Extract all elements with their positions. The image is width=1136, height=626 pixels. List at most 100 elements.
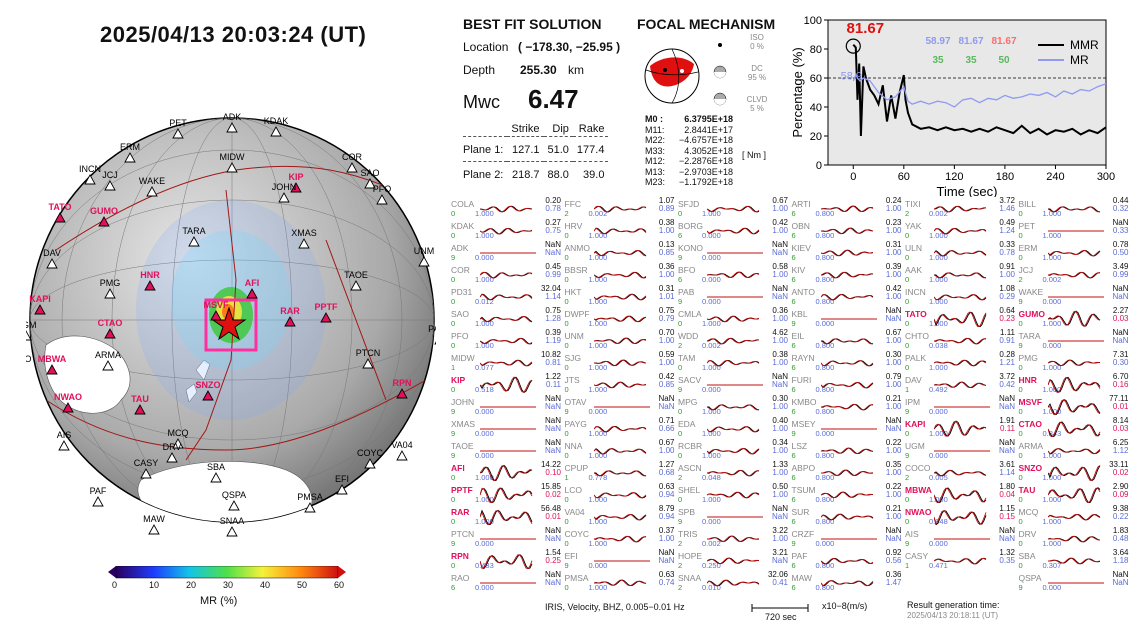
- station-marker-icon[interactable]: [58, 440, 70, 451]
- station-marker-icon[interactable]: [226, 162, 238, 173]
- waveform-cell[interactable]: HRV 0.38 1.00 0 1.000: [564, 218, 677, 240]
- station-marker-icon[interactable]: [346, 162, 358, 173]
- waveform-cell[interactable]: ANTO 0.42 1.00 6 0.800: [791, 284, 904, 306]
- station-marker-icon[interactable]: [144, 280, 156, 291]
- station-marker-icon[interactable]: [320, 312, 332, 323]
- waveform-cell[interactable]: TRIS 3.22 1.00 2 0.002: [677, 526, 790, 548]
- waveform-cell[interactable]: TAOE NaN NaN 9 0.000: [450, 438, 563, 460]
- waveform-cell[interactable]: KIV 0.39 1.00 6 0.800: [791, 262, 904, 284]
- waveform-cell[interactable]: YAK 0.49 1.24 0 1.000: [904, 218, 1017, 240]
- waveform-cell[interactable]: TATO 0.64 0.23 0 1.000: [904, 306, 1017, 328]
- waveform-cell[interactable]: PALK 0.28 1.21 0 1.000: [904, 350, 1017, 372]
- waveform-cell[interactable]: BORG 0.42 1.00 6 0.000: [677, 218, 790, 240]
- waveform-cell[interactable]: JCJ 3.49 0.99 2 0.002: [1018, 262, 1131, 284]
- station-marker-icon[interactable]: [364, 458, 376, 469]
- waveform-cell[interactable]: KONO NaN NaN 9 0.000: [677, 240, 790, 262]
- station-marker-icon[interactable]: [362, 358, 374, 369]
- waveform-cell[interactable]: SNAA 32.06 0.41 2 0.010: [677, 570, 790, 592]
- waveform-cell[interactable]: LCO 0.63 0.94 0 1.000: [564, 482, 677, 504]
- station-marker-icon[interactable]: [226, 526, 238, 537]
- waveform-cell[interactable]: KAPI 1.91 0.11 0 1.000: [904, 416, 1017, 438]
- station-marker-icon[interactable]: [202, 390, 214, 401]
- waveform-cell[interactable]: PD31 32.04 1.14 0 0.012: [450, 284, 563, 306]
- waveform-cell[interactable]: MCQ 9.38 0.22 0 1.000: [1018, 504, 1131, 526]
- waveform-cell[interactable]: DRV 1.83 0.48 0 1.000: [1018, 526, 1131, 548]
- waveform-cell[interactable]: MAW 0.36 1.47 6 0.800: [791, 570, 904, 592]
- waveform-cell[interactable]: TIXI 3.72 1.46 2 0.002: [904, 196, 1017, 218]
- waveform-cell[interactable]: BILL 0.44 0.32 0 1.000: [1018, 196, 1131, 218]
- waveform-cell[interactable]: COYC 0.37 1.00 0 1.000: [564, 526, 677, 548]
- station-marker-icon[interactable]: [376, 194, 388, 205]
- station-marker-icon[interactable]: [290, 182, 302, 193]
- waveform-cell[interactable]: BBSR 0.36 1.00 0 1.000: [564, 262, 677, 284]
- station-marker-icon[interactable]: [210, 310, 222, 321]
- station-marker-icon[interactable]: [104, 180, 116, 191]
- waveform-cell[interactable]: HOPE 3.21 NaN 2 0.250: [677, 548, 790, 570]
- waveform-cell[interactable]: KDAK 0.27 0.75 0 1.000: [450, 218, 563, 240]
- station-marker-icon[interactable]: [364, 178, 376, 189]
- waveform-cell[interactable]: SFJD 0.67 1.00 0 1.000: [677, 196, 790, 218]
- waveform-cell[interactable]: CMLA 0.36 1.00 0 1.000: [677, 306, 790, 328]
- waveform-cell[interactable]: EIL 0.67 1.00 6 0.800: [791, 328, 904, 350]
- station-marker-icon[interactable]: [278, 192, 290, 203]
- waveform-cell[interactable]: SACV NaN NaN 9 0.000: [677, 372, 790, 394]
- waveform-cell[interactable]: UGM NaN NaN 9 0.000: [904, 438, 1017, 460]
- station-marker-icon[interactable]: [104, 328, 116, 339]
- station-marker-icon[interactable]: [46, 258, 58, 269]
- station-marker-icon[interactable]: [396, 388, 408, 399]
- waveform-cell[interactable]: AFI 14.22 0.10 0 1.000: [450, 460, 563, 482]
- waveform-cell[interactable]: INCN 1.08 0.29 0 1.000: [904, 284, 1017, 306]
- station-marker-icon[interactable]: [246, 288, 258, 299]
- waveform-cell[interactable]: ADK NaN NaN 9 0.000: [450, 240, 563, 262]
- waveform-cell[interactable]: SJG 0.59 1.00 0 1.000: [564, 350, 677, 372]
- station-marker-icon[interactable]: [188, 236, 200, 247]
- station-marker-icon[interactable]: [102, 360, 114, 371]
- station-marker-icon[interactable]: [34, 304, 46, 315]
- waveform-cell[interactable]: NNA 0.67 1.00 0 1.000: [564, 438, 677, 460]
- waveform-cell[interactable]: BFO 0.58 1.00 6 0.000: [677, 262, 790, 284]
- station-marker-icon[interactable]: [210, 472, 222, 483]
- waveform-cell[interactable]: UNM 0.70 1.00 0 1.000: [564, 328, 677, 350]
- station-marker-icon[interactable]: [54, 212, 66, 223]
- waveform-cell[interactable]: CRZF NaN NaN 9 0.000: [791, 526, 904, 548]
- waveform-cell[interactable]: VA04 8.79 0.94 0 1.000: [564, 504, 677, 526]
- station-marker-icon[interactable]: [418, 256, 430, 267]
- waveform-cell[interactable]: CASY 1.32 0.35 1 0.471: [904, 548, 1017, 570]
- waveform-cell[interactable]: RCBR 0.34 1.00 0 1.000: [677, 438, 790, 460]
- station-marker-icon[interactable]: [304, 502, 316, 513]
- waveform-cell[interactable]: MIDW 10.82 0.81 1 0.077: [450, 350, 563, 372]
- station-marker-icon[interactable]: [228, 500, 240, 511]
- station-marker-icon[interactable]: [172, 438, 184, 449]
- waveform-cell[interactable]: SUR 0.21 1.00 6 0.800: [791, 504, 904, 526]
- station-marker-icon[interactable]: [92, 496, 104, 507]
- waveform-cell[interactable]: PAB NaN NaN 9 0.000: [677, 284, 790, 306]
- waveform-cell[interactable]: COLA 0.20 0.78 0 1.000: [450, 196, 563, 218]
- waveform-cell[interactable]: TAU 2.90 0.09 0 1.000: [1018, 482, 1131, 504]
- waveform-cell[interactable]: RPN 1.54 0.25 0 0.433: [450, 548, 563, 570]
- waveform-cell[interactable]: KIEV 0.31 1.00 6 0.800: [791, 240, 904, 262]
- waveform-cell[interactable]: FFC 1.07 0.89 2 0.002: [564, 196, 677, 218]
- waveform-cell[interactable]: ABPO 0.35 1.00 6 0.800: [791, 460, 904, 482]
- waveform-cell[interactable]: GUMO 2.27 0.03 0 1.000: [1018, 306, 1131, 328]
- waveform-cell[interactable]: ULN 0.33 0.78 0 1.000: [904, 240, 1017, 262]
- waveform-cell[interactable]: PAF 0.92 0.56 6 0.800: [791, 548, 904, 570]
- waveform-cell[interactable]: KMBO 0.21 1.00 6 0.800: [791, 394, 904, 416]
- waveform-cell[interactable]: ASCN 1.33 1.00 2 0.048: [677, 460, 790, 482]
- waveform-cell[interactable]: HNR 6.70 0.16 0 1.000: [1018, 372, 1131, 394]
- station-marker-icon[interactable]: [140, 468, 152, 479]
- station-marker-icon[interactable]: [84, 174, 96, 185]
- waveform-cell[interactable]: KBL NaN NaN 9 0.000: [791, 306, 904, 328]
- waveform-cell[interactable]: ARMA 6.25 1.12 0 1.000: [1018, 438, 1131, 460]
- station-marker-icon[interactable]: [124, 152, 136, 163]
- waveform-cell[interactable]: RAR 56.48 0.01 0 1.000: [450, 504, 563, 526]
- waveform-cell[interactable]: IPM NaN NaN 9 0.000: [904, 394, 1017, 416]
- station-marker-icon[interactable]: [298, 238, 310, 249]
- waveform-cell[interactable]: PAYG 0.71 0.66 0 1.000: [564, 416, 677, 438]
- station-marker-icon[interactable]: [134, 404, 146, 415]
- station-marker-icon[interactable]: [148, 524, 160, 535]
- waveform-cell[interactable]: CTAO 8.14 0.03 0 0.843: [1018, 416, 1131, 438]
- waveform-cell[interactable]: AAK 0.91 1.00 0 1.000: [904, 262, 1017, 284]
- waveform-cell[interactable]: AIS NaN NaN 9 0.000: [904, 526, 1017, 548]
- waveform-cell[interactable]: MBWA 1.80 0.04 0 1.000: [904, 482, 1017, 504]
